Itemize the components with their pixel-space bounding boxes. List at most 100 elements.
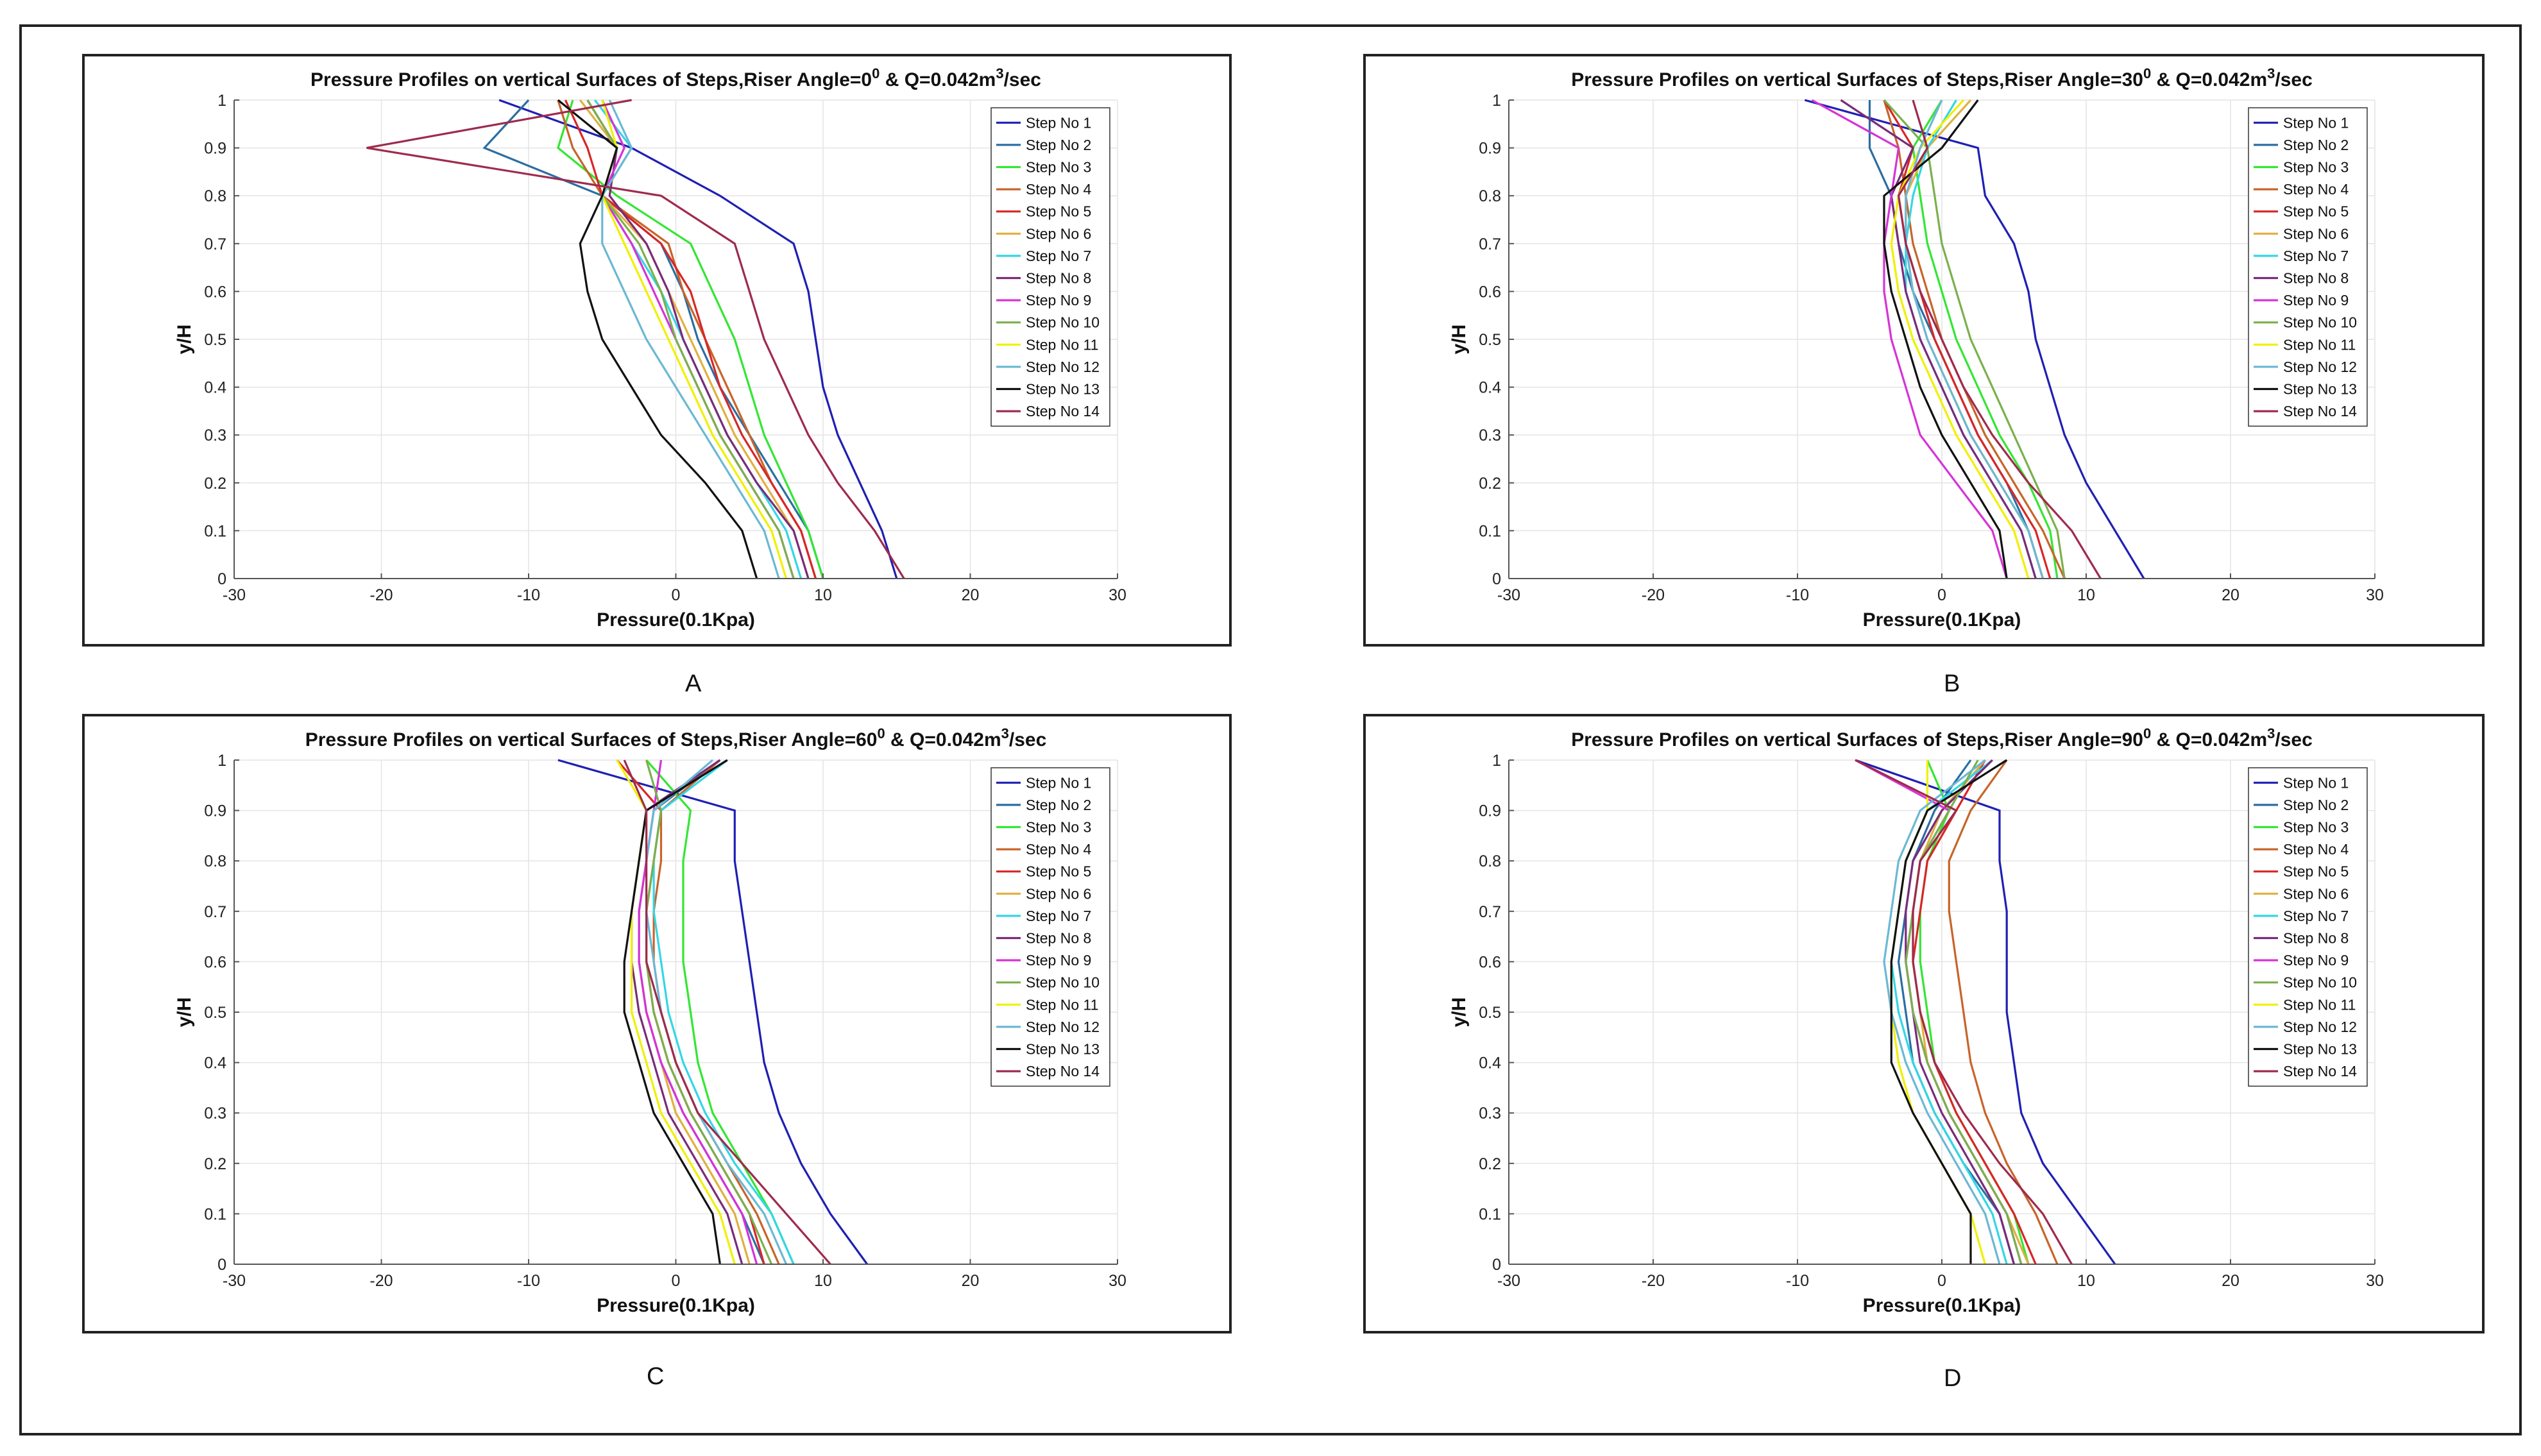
panel-b-legend-label-13: Step No 13 xyxy=(2283,381,2357,398)
panel-c-xtick-label: -10 xyxy=(517,1272,540,1290)
panel-d-ytick-label: 0.8 xyxy=(1479,852,1501,870)
panel-b-legend-label-14: Step No 14 xyxy=(2283,403,2357,419)
panel-d-legend-label-1: Step No 1 xyxy=(2283,774,2349,791)
panel-a-xtick-label: 30 xyxy=(1109,586,1126,604)
panel-b-legend-label-1: Step No 1 xyxy=(2283,114,2349,131)
panel-caption-d: D xyxy=(1944,1365,1962,1392)
panel-a-xtick-label: 10 xyxy=(814,586,832,604)
panel-c-series-14 xyxy=(623,759,831,1266)
panel-c-legend-label-6: Step No 6 xyxy=(1026,885,1091,902)
panel-b-legend-label-8: Step No 8 xyxy=(2283,270,2349,287)
panel-c-ylabel: y/H xyxy=(174,997,195,1028)
panel-b-series-8 xyxy=(1840,99,2037,579)
panel-a-legend-box xyxy=(990,107,1110,427)
panel-b-xtick-label: 0 xyxy=(1937,586,1946,604)
panel-c-legend-label-7: Step No 7 xyxy=(1026,908,1091,924)
panel-c-xtick-label: 30 xyxy=(1109,1272,1126,1290)
panel-d-legend-box xyxy=(2248,767,2368,1087)
panel-a-ytick-label: 0.8 xyxy=(204,187,226,205)
panel-d-legend-label-3: Step No 3 xyxy=(2283,819,2349,836)
panel-a-series-5 xyxy=(564,99,817,579)
panel-a-legend-label-13: Step No 13 xyxy=(1026,381,1100,398)
panel-b-series-14 xyxy=(1897,99,2102,579)
panel-d-series-13 xyxy=(1890,759,2008,1264)
panel-b-ytick-label: 0.3 xyxy=(1479,427,1501,444)
panel-c-xtick-label: -30 xyxy=(223,1272,246,1290)
panel-c-legend-label-1: Step No 1 xyxy=(1026,774,1091,791)
panel-c-ytick-label: 0.6 xyxy=(204,953,226,971)
panel-d-series-2 xyxy=(1897,759,2016,1265)
panel-d-xlabel: Pressure(0.1Kpa) xyxy=(1863,1295,2021,1316)
panel-b-xtick-label: -20 xyxy=(1642,586,1665,604)
panel-a-legend-label-7: Step No 7 xyxy=(1026,248,1091,264)
panel-d-series-lines xyxy=(1855,759,2116,1265)
panel-a-legend-label-4: Step No 4 xyxy=(1026,181,1091,198)
panel-b-ytick-label: 0.6 xyxy=(1479,283,1501,301)
panel-d-ytick-label: 0.4 xyxy=(1479,1054,1501,1072)
panel-b-ytick-label: 1 xyxy=(1492,92,1501,110)
panel-b-title-angle-sup: 0 xyxy=(2143,65,2151,81)
panel-b-legend-box xyxy=(2248,107,2368,427)
panel-c-legend-label-9: Step No 9 xyxy=(1026,952,1091,969)
panel-b-legend-label-11: Step No 11 xyxy=(2283,336,2356,353)
panel-d-ytick-label: 0.3 xyxy=(1479,1105,1501,1122)
panel-a-title-tail: /sec xyxy=(1004,69,1041,90)
chart-panel-c: -30 -20 -10 0 10 20 3000.10.20.30.40.50.60.70.… xyxy=(82,714,1232,1333)
panel-b-xtick-label: 10 xyxy=(2077,586,2095,604)
panel-b-series-9 xyxy=(1811,99,2008,579)
panel-c-xtick-label: -20 xyxy=(370,1272,393,1290)
panel-d-title-text: Pressure Profiles on vertical Surfaces o… xyxy=(1571,729,2143,750)
panel-c-xtick-label: 10 xyxy=(814,1272,832,1290)
panel-c-title-angle-sup: 0 xyxy=(877,725,885,741)
panel-b-legend-label-2: Step No 2 xyxy=(2283,137,2349,153)
panel-d-ytick-label: 0.2 xyxy=(1479,1155,1501,1173)
panel-a-legend-label-10: Step No 10 xyxy=(1026,314,1100,331)
panel-b-xtick-label: 30 xyxy=(2366,586,2384,604)
panel-a-grid xyxy=(234,99,1118,579)
panel-c-series-10 xyxy=(645,759,773,1265)
panel-b-ytick-label: 0.1 xyxy=(1479,522,1501,540)
panel-a-title-text: Pressure Profiles on vertical Surfaces o… xyxy=(310,69,872,90)
panel-a-title-q: & Q=0.042m xyxy=(880,69,996,90)
chart-panel-b: -30 -20 -10 0 10 20 3000.10.20.30.40.50.60.70.… xyxy=(1363,54,2485,647)
panel-d-xtick-label: 10 xyxy=(2077,1272,2095,1290)
panel-d-title-angle-sup: 0 xyxy=(2143,725,2151,741)
panel-b-ytick-label: 0.2 xyxy=(1479,475,1501,493)
panel-d-legend-label-2: Step No 2 xyxy=(2283,797,2349,813)
panel-d-ytick-label: 0.7 xyxy=(1479,903,1501,921)
panel-a-legend-label-3: Step No 3 xyxy=(1026,159,1091,176)
panel-c-legend-label-5: Step No 5 xyxy=(1026,863,1091,880)
panel-d-legend-label-4: Step No 4 xyxy=(2283,841,2349,858)
panel-d-xtick-label: 30 xyxy=(2366,1272,2384,1290)
panel-a-legend: Step No 1 Step No 2 Step No 3 Step No 4 Step… xyxy=(990,107,1110,427)
panel-d-title-q: & Q=0.042m xyxy=(2151,729,2267,750)
panel-d-xtick-label: 20 xyxy=(2222,1272,2239,1290)
panel-a-series-lines xyxy=(366,99,905,579)
panel-d-legend-label-6: Step No 6 xyxy=(2283,885,2349,902)
panel-c-ytick-label: 0.5 xyxy=(204,1004,226,1022)
panel-d-legend-label-8: Step No 8 xyxy=(2283,930,2349,947)
panel-a-ytick-label: 0.3 xyxy=(204,427,226,444)
panel-a-ytick-label: 0.1 xyxy=(204,522,226,540)
panel-a-xtick-label: -30 xyxy=(223,586,246,604)
panel-a-title-angle-sup: 0 xyxy=(872,65,880,81)
panel-a-ytick-label: 0.5 xyxy=(204,331,226,349)
panel-d-title: Pressure Profiles on vertical Surfaces o… xyxy=(1571,725,2313,750)
chart-panel-a: -30 -20 -10 0 10 20 3000.10.20.30.40.50.60.70.… xyxy=(82,54,1232,647)
panel-b-title-q: & Q=0.042m xyxy=(2151,69,2267,90)
panel-b-ytick-label: 0.7 xyxy=(1479,235,1501,253)
panel-caption-c: C xyxy=(647,1363,665,1390)
panel-c-legend-label-14: Step No 14 xyxy=(1026,1063,1100,1079)
panel-b-legend: Step No 1 Step No 2 Step No 3 Step No 4 Step… xyxy=(2248,107,2368,427)
panel-c-ytick-label: 0.4 xyxy=(204,1054,226,1072)
panel-a-series-14 xyxy=(366,99,905,579)
panel-d-legend-label-11: Step No 11 xyxy=(2283,996,2356,1013)
panel-b-series-13 xyxy=(1883,99,2008,579)
panel-c-ytick-label: 0.3 xyxy=(204,1105,226,1122)
panel-a-ylabel: y/H xyxy=(174,325,195,355)
panel-d-title-q-sup: 3 xyxy=(2267,725,2275,741)
panel-c-title-q: & Q=0.042m xyxy=(885,729,1001,750)
figure-frame xyxy=(19,24,2522,1435)
panel-d-ytick-label: 0 xyxy=(1492,1256,1501,1274)
panel-b-legend-label-3: Step No 3 xyxy=(2283,159,2349,176)
